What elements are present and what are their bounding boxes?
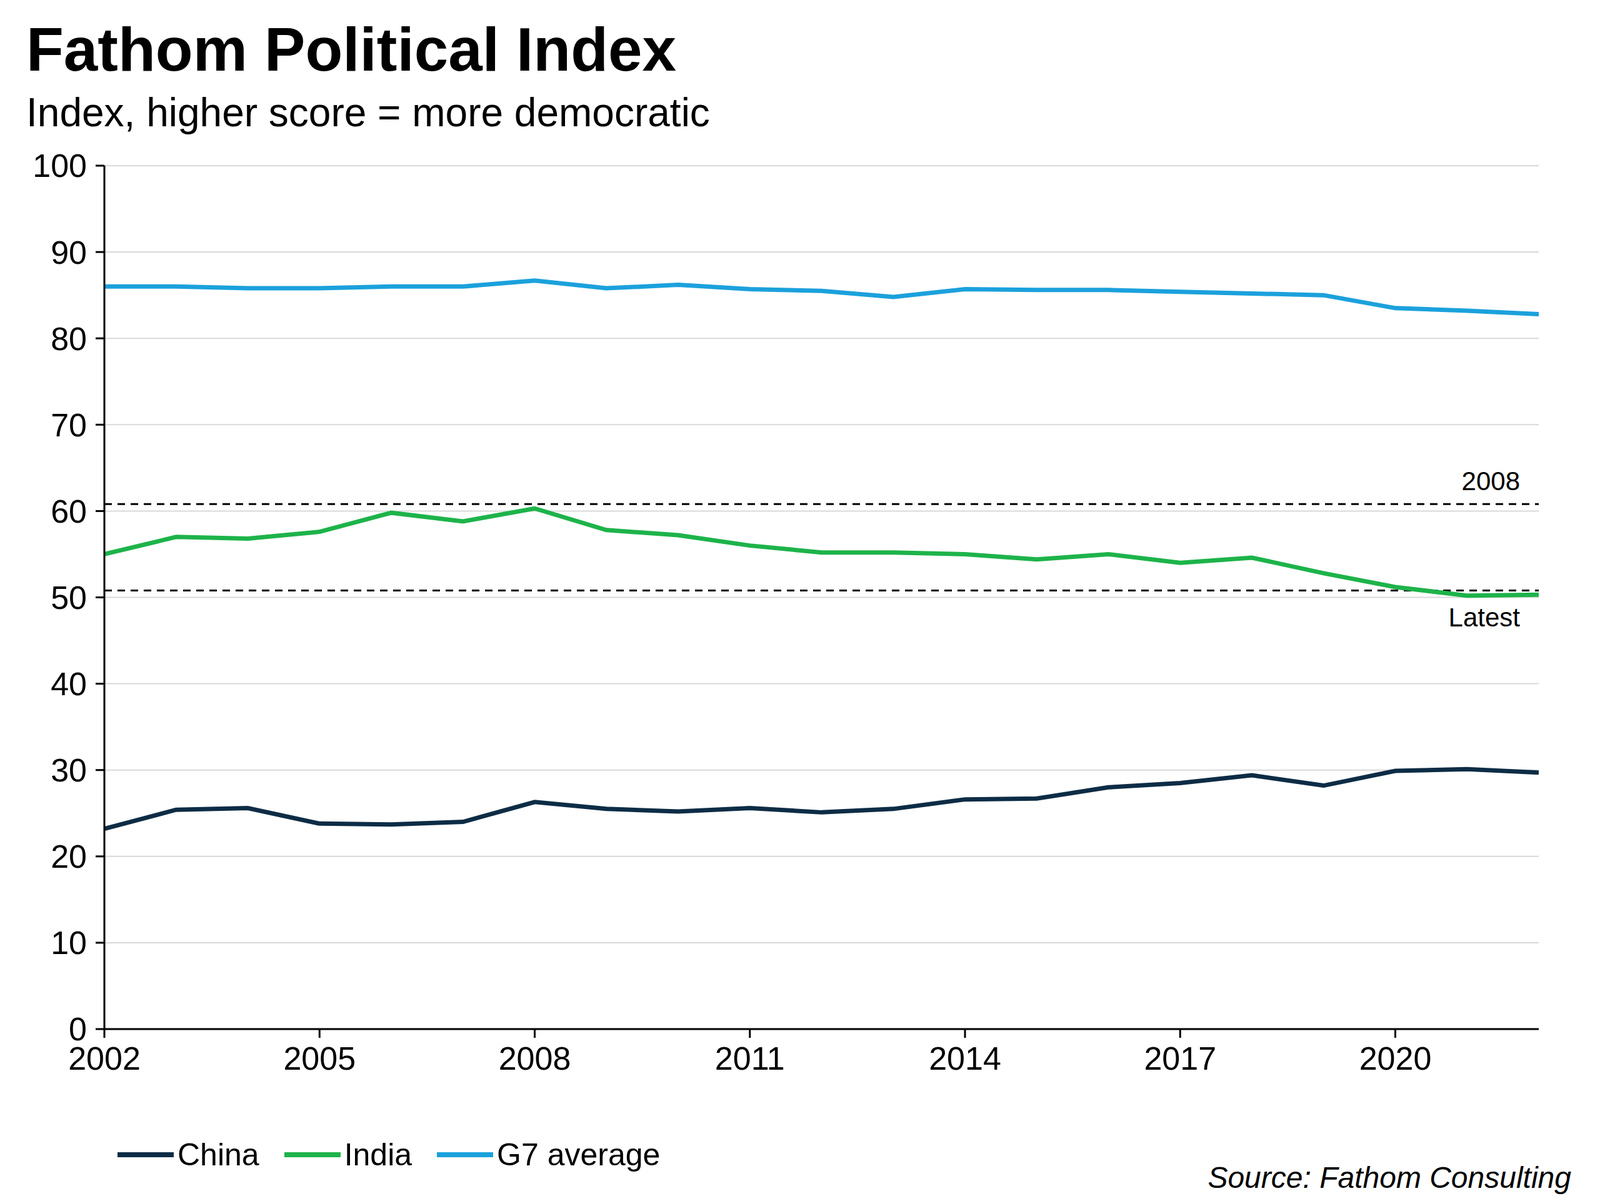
svg-text:60: 60: [50, 493, 87, 530]
svg-text:100: 100: [32, 147, 87, 184]
svg-text:0: 0: [68, 1010, 87, 1047]
svg-text:2008: 2008: [1461, 466, 1520, 496]
svg-text:2017: 2017: [1143, 1040, 1217, 1077]
svg-text:20: 20: [50, 838, 87, 875]
svg-text:2014: 2014: [928, 1040, 1002, 1077]
html-text:Index, higher score = more dem: Index, higher score = more democratic: [26, 90, 710, 135]
svg-text:2020: 2020: [1359, 1040, 1432, 1077]
svg-text:Latest: Latest: [1448, 602, 1521, 632]
html-text:G7 average: G7 average: [496, 1136, 661, 1172]
html-text:Source: Fathom Consulting: Source: Fathom Consulting: [1207, 1160, 1572, 1194]
svg-text:50: 50: [50, 579, 87, 616]
html-text:Fathom Political Index: Fathom Political Index: [26, 15, 677, 84]
svg-text:80: 80: [50, 320, 87, 357]
svg-text:2005: 2005: [283, 1040, 356, 1077]
svg-text:2011: 2011: [715, 1040, 785, 1077]
svg-text:70: 70: [50, 406, 87, 444]
svg-text:2002: 2002: [68, 1039, 141, 1077]
svg-text:40: 40: [50, 665, 87, 702]
svg-text:30: 30: [50, 751, 87, 789]
svg-text:2008: 2008: [498, 1040, 572, 1077]
svg-text:10: 10: [50, 924, 87, 961]
html-text:India: India: [344, 1136, 412, 1172]
svg-text:90: 90: [50, 234, 87, 271]
html-text:China: China: [177, 1136, 260, 1172]
